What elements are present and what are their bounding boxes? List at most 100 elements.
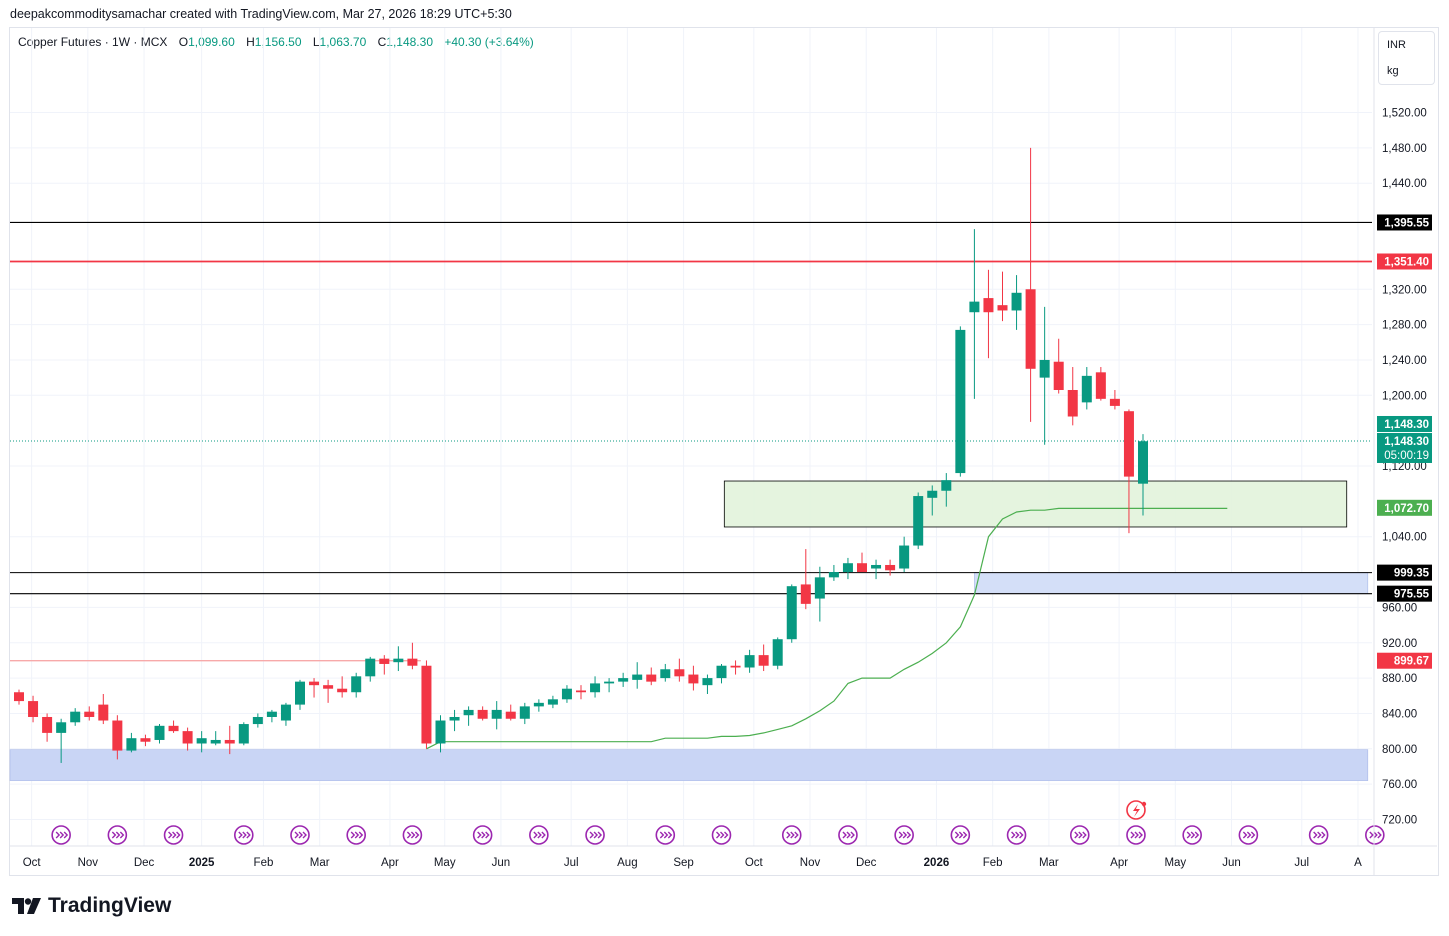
- last-price-label-text: 1,148.30: [1384, 436, 1429, 448]
- y-tick-label: 920.00: [1382, 638, 1417, 650]
- y-tick-label: 760.00: [1382, 779, 1417, 791]
- y-tick-label: 800.00: [1382, 744, 1417, 756]
- x-tick-label: Oct: [23, 857, 42, 869]
- candle-body: [899, 545, 910, 569]
- unit-label[interactable]: kg: [1387, 65, 1399, 77]
- candle-body: [1011, 292, 1022, 311]
- candle-body: [660, 669, 671, 679]
- close-label: C: [377, 35, 387, 49]
- tradingview-logo[interactable]: TradingView: [12, 894, 171, 918]
- event-marker-icon: [894, 825, 914, 845]
- y-tick-label: 1,480.00: [1382, 143, 1427, 155]
- event-marker-icon: [290, 825, 310, 845]
- candle-body: [533, 702, 544, 707]
- candle-body: [941, 480, 952, 491]
- currency-unit-selector[interactable]: INR kg: [1378, 31, 1435, 85]
- candle-body: [730, 665, 741, 668]
- candle: [955, 326, 966, 477]
- last-price-label-top-text: 1,148.30: [1384, 419, 1429, 431]
- candle-body: [590, 683, 601, 693]
- candle-body: [505, 711, 516, 719]
- candle-body: [997, 305, 1008, 311]
- candle-body: [913, 496, 924, 546]
- candle-body: [238, 724, 249, 744]
- candle: [674, 658, 685, 682]
- chart-credit: deepakcommoditysamachar created with Tra…: [10, 7, 512, 21]
- hline-label-1-bg: [1377, 253, 1432, 270]
- candle: [899, 536, 910, 573]
- x-tick-label: Sep: [673, 857, 693, 869]
- candle: [505, 704, 516, 721]
- event-marker-icon: [1365, 825, 1385, 845]
- candle: [28, 695, 39, 723]
- currency-label[interactable]: INR: [1387, 39, 1406, 51]
- hline-label-3-text: 975.55: [1394, 589, 1430, 601]
- candle: [758, 644, 769, 672]
- x-tick-label: Mar: [310, 857, 330, 869]
- event-marker-icon: [838, 825, 858, 845]
- candle-body: [983, 298, 994, 313]
- candle: [519, 702, 530, 725]
- candle-body: [1138, 441, 1148, 484]
- event-marker-icon: [1182, 825, 1202, 845]
- candle: [379, 655, 390, 675]
- candle: [477, 706, 488, 721]
- y-tick-label: 880.00: [1382, 673, 1417, 685]
- candle-body: [1081, 375, 1092, 403]
- x-tick-label: Jun: [492, 857, 511, 869]
- candle: [112, 715, 123, 760]
- candle: [744, 649, 755, 673]
- candle-body: [435, 720, 446, 744]
- candle: [182, 727, 193, 751]
- x-tick-label: Mar: [1039, 857, 1059, 869]
- candle: [280, 702, 291, 726]
- candle: [941, 473, 952, 507]
- candle: [547, 695, 558, 709]
- candle: [814, 566, 825, 622]
- low-value: 1,063.70: [319, 35, 367, 49]
- grid: [10, 28, 1372, 846]
- candle: [913, 492, 924, 550]
- candle-body: [632, 674, 643, 680]
- candle-body: [758, 655, 769, 666]
- candle: [295, 679, 305, 710]
- candle-body: [126, 738, 137, 751]
- event-marker-icon: [1069, 825, 1090, 845]
- low-label: L: [312, 35, 320, 49]
- symbol-name[interactable]: Copper Futures · 1W · MCX: [18, 35, 168, 49]
- candle: [238, 722, 249, 746]
- x-tick-label: Feb: [254, 857, 274, 869]
- candle-body: [927, 490, 938, 498]
- candle: [309, 678, 320, 698]
- candle-body: [814, 577, 825, 599]
- event-marker-icon: [1238, 825, 1259, 845]
- y-tick-label: 960.00: [1382, 602, 1417, 614]
- candle-body: [463, 709, 474, 716]
- candle: [463, 706, 474, 726]
- y-tick-label: 1,520.00: [1382, 108, 1427, 120]
- y-tick-label: 720.00: [1382, 815, 1417, 827]
- x-tick-label: 2025: [189, 857, 215, 869]
- candle-body: [702, 678, 713, 686]
- candle-body: [772, 639, 783, 666]
- candle-body: [716, 665, 727, 679]
- candle-body: [210, 739, 221, 744]
- brand-text: TradingView: [48, 894, 172, 917]
- candle-body: [857, 563, 867, 573]
- candle: [266, 709, 277, 723]
- candle-body: [309, 681, 320, 686]
- candle-body: [646, 674, 657, 682]
- price-labels: 1,395.55 1,351.40 999.35 975.55 899.67 1,072.…: [1377, 214, 1432, 669]
- event-marker-icon: [1006, 825, 1027, 845]
- candle: [1067, 367, 1078, 426]
- candle: [590, 676, 601, 698]
- candle-body: [576, 690, 586, 693]
- candle: [56, 718, 67, 763]
- candle: [660, 663, 671, 682]
- hline-label-1: 1,351.40: [1377, 253, 1432, 270]
- y-tick-label: 1,240.00: [1382, 355, 1427, 367]
- pink-line-label-text: 899.67: [1394, 656, 1429, 668]
- x-tick-label: Nov: [800, 857, 821, 869]
- x-tick-label: A: [1354, 857, 1362, 869]
